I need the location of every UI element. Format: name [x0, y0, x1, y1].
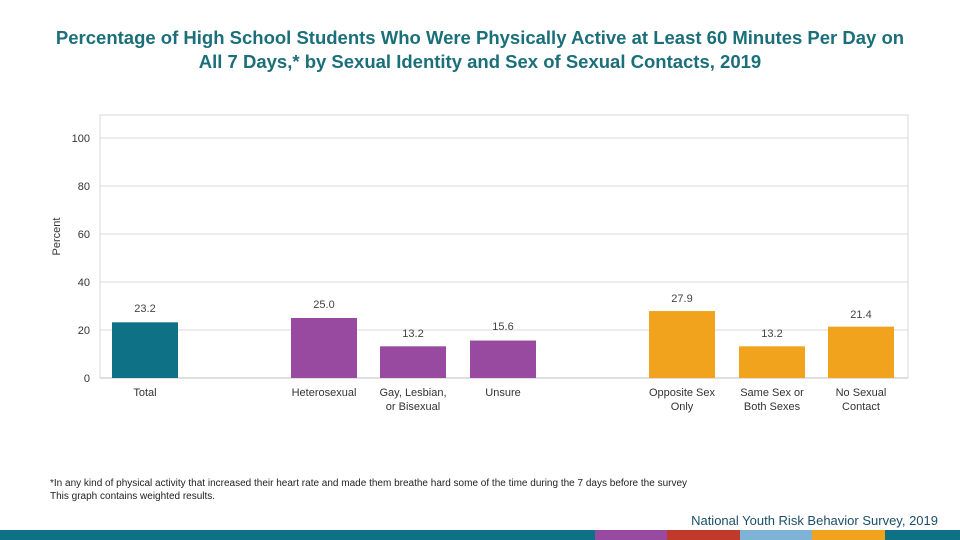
bar-opposite-sex-only: [649, 311, 715, 378]
x-category-label: No Sexual Contact: [836, 387, 887, 413]
footnote-line-2: This graph contains weighted results.: [50, 491, 216, 502]
bar-total: [112, 322, 178, 378]
bottom-color-bar: [0, 530, 960, 540]
bar-gay-lesbian-or-bisexual: [380, 346, 446, 378]
bar-unsure: [470, 340, 536, 378]
x-category-label: Opposite Sex Only: [649, 387, 716, 413]
bottom-bar-segment: [885, 530, 960, 540]
bar-no-sexual-contact: [828, 326, 894, 378]
chart-title-line-1: Percentage of High School Students Who W…: [55, 27, 905, 48]
chart-title: Percentage of High School Students Who W…: [0, 26, 960, 74]
bottom-bar-segment: [0, 530, 595, 540]
chart-title-line-2: All 7 Days,* by Sexual Identity and Sex …: [198, 51, 762, 72]
bar-value-label: 13.2: [402, 328, 423, 340]
y-tick-label: 0: [84, 373, 90, 385]
bottom-bar-segment: [595, 530, 667, 540]
x-category-label-line: Contact: [842, 401, 880, 413]
bar-same-sex-or-both-sexes: [739, 346, 805, 378]
x-category-label-line: Gay, Lesbian,: [379, 387, 446, 399]
footnote: *In any kind of physical activity that i…: [50, 477, 687, 503]
x-category-label-line: Both Sexes: [744, 401, 801, 413]
bar-value-label: 27.9: [671, 293, 692, 305]
x-category-label: Same Sex or Both Sexes: [740, 387, 804, 413]
bar-heterosexual: [291, 318, 357, 378]
bar-value-label: 25.0: [313, 299, 334, 311]
bar-value-label: 13.2: [761, 328, 782, 340]
x-category-label-line: Only: [671, 401, 694, 413]
bottom-bar-segment: [740, 530, 812, 540]
bar-value-label: 15.6: [492, 321, 513, 333]
x-category-label-line: or Bisexual: [386, 401, 440, 413]
bar-value-label: 21.4: [850, 309, 871, 321]
y-tick-label: 80: [78, 181, 90, 193]
source-label: National Youth Risk Behavior Survey, 201…: [691, 513, 938, 528]
bar-value-label: 23.2: [134, 303, 155, 315]
x-category-label: Gay, Lesbian, or Bisexual: [379, 387, 446, 413]
bottom-bar-segment: [812, 530, 885, 540]
x-category-label-line: Same Sex or: [740, 387, 804, 399]
y-tick-label: 40: [78, 277, 90, 289]
x-category-label: Total: [133, 387, 156, 399]
x-category-label-line: Total: [133, 387, 156, 399]
x-category-label: Unsure: [485, 387, 520, 399]
x-category-label: Heterosexual: [292, 387, 357, 399]
y-tick-label: 20: [78, 325, 90, 337]
x-category-label-line: Heterosexual: [292, 387, 357, 399]
y-tick-label: 60: [78, 229, 90, 241]
y-axis-label: Percent: [51, 218, 63, 256]
bottom-bar-segment: [667, 530, 740, 540]
x-category-label-line: Opposite Sex: [649, 387, 716, 399]
plot-area-frame: [99, 114, 909, 379]
x-category-label-line: Unsure: [485, 387, 520, 399]
y-tick-label: 100: [72, 133, 90, 145]
x-category-label-line: No Sexual: [836, 387, 887, 399]
footnote-line-1: *In any kind of physical activity that i…: [50, 478, 688, 489]
